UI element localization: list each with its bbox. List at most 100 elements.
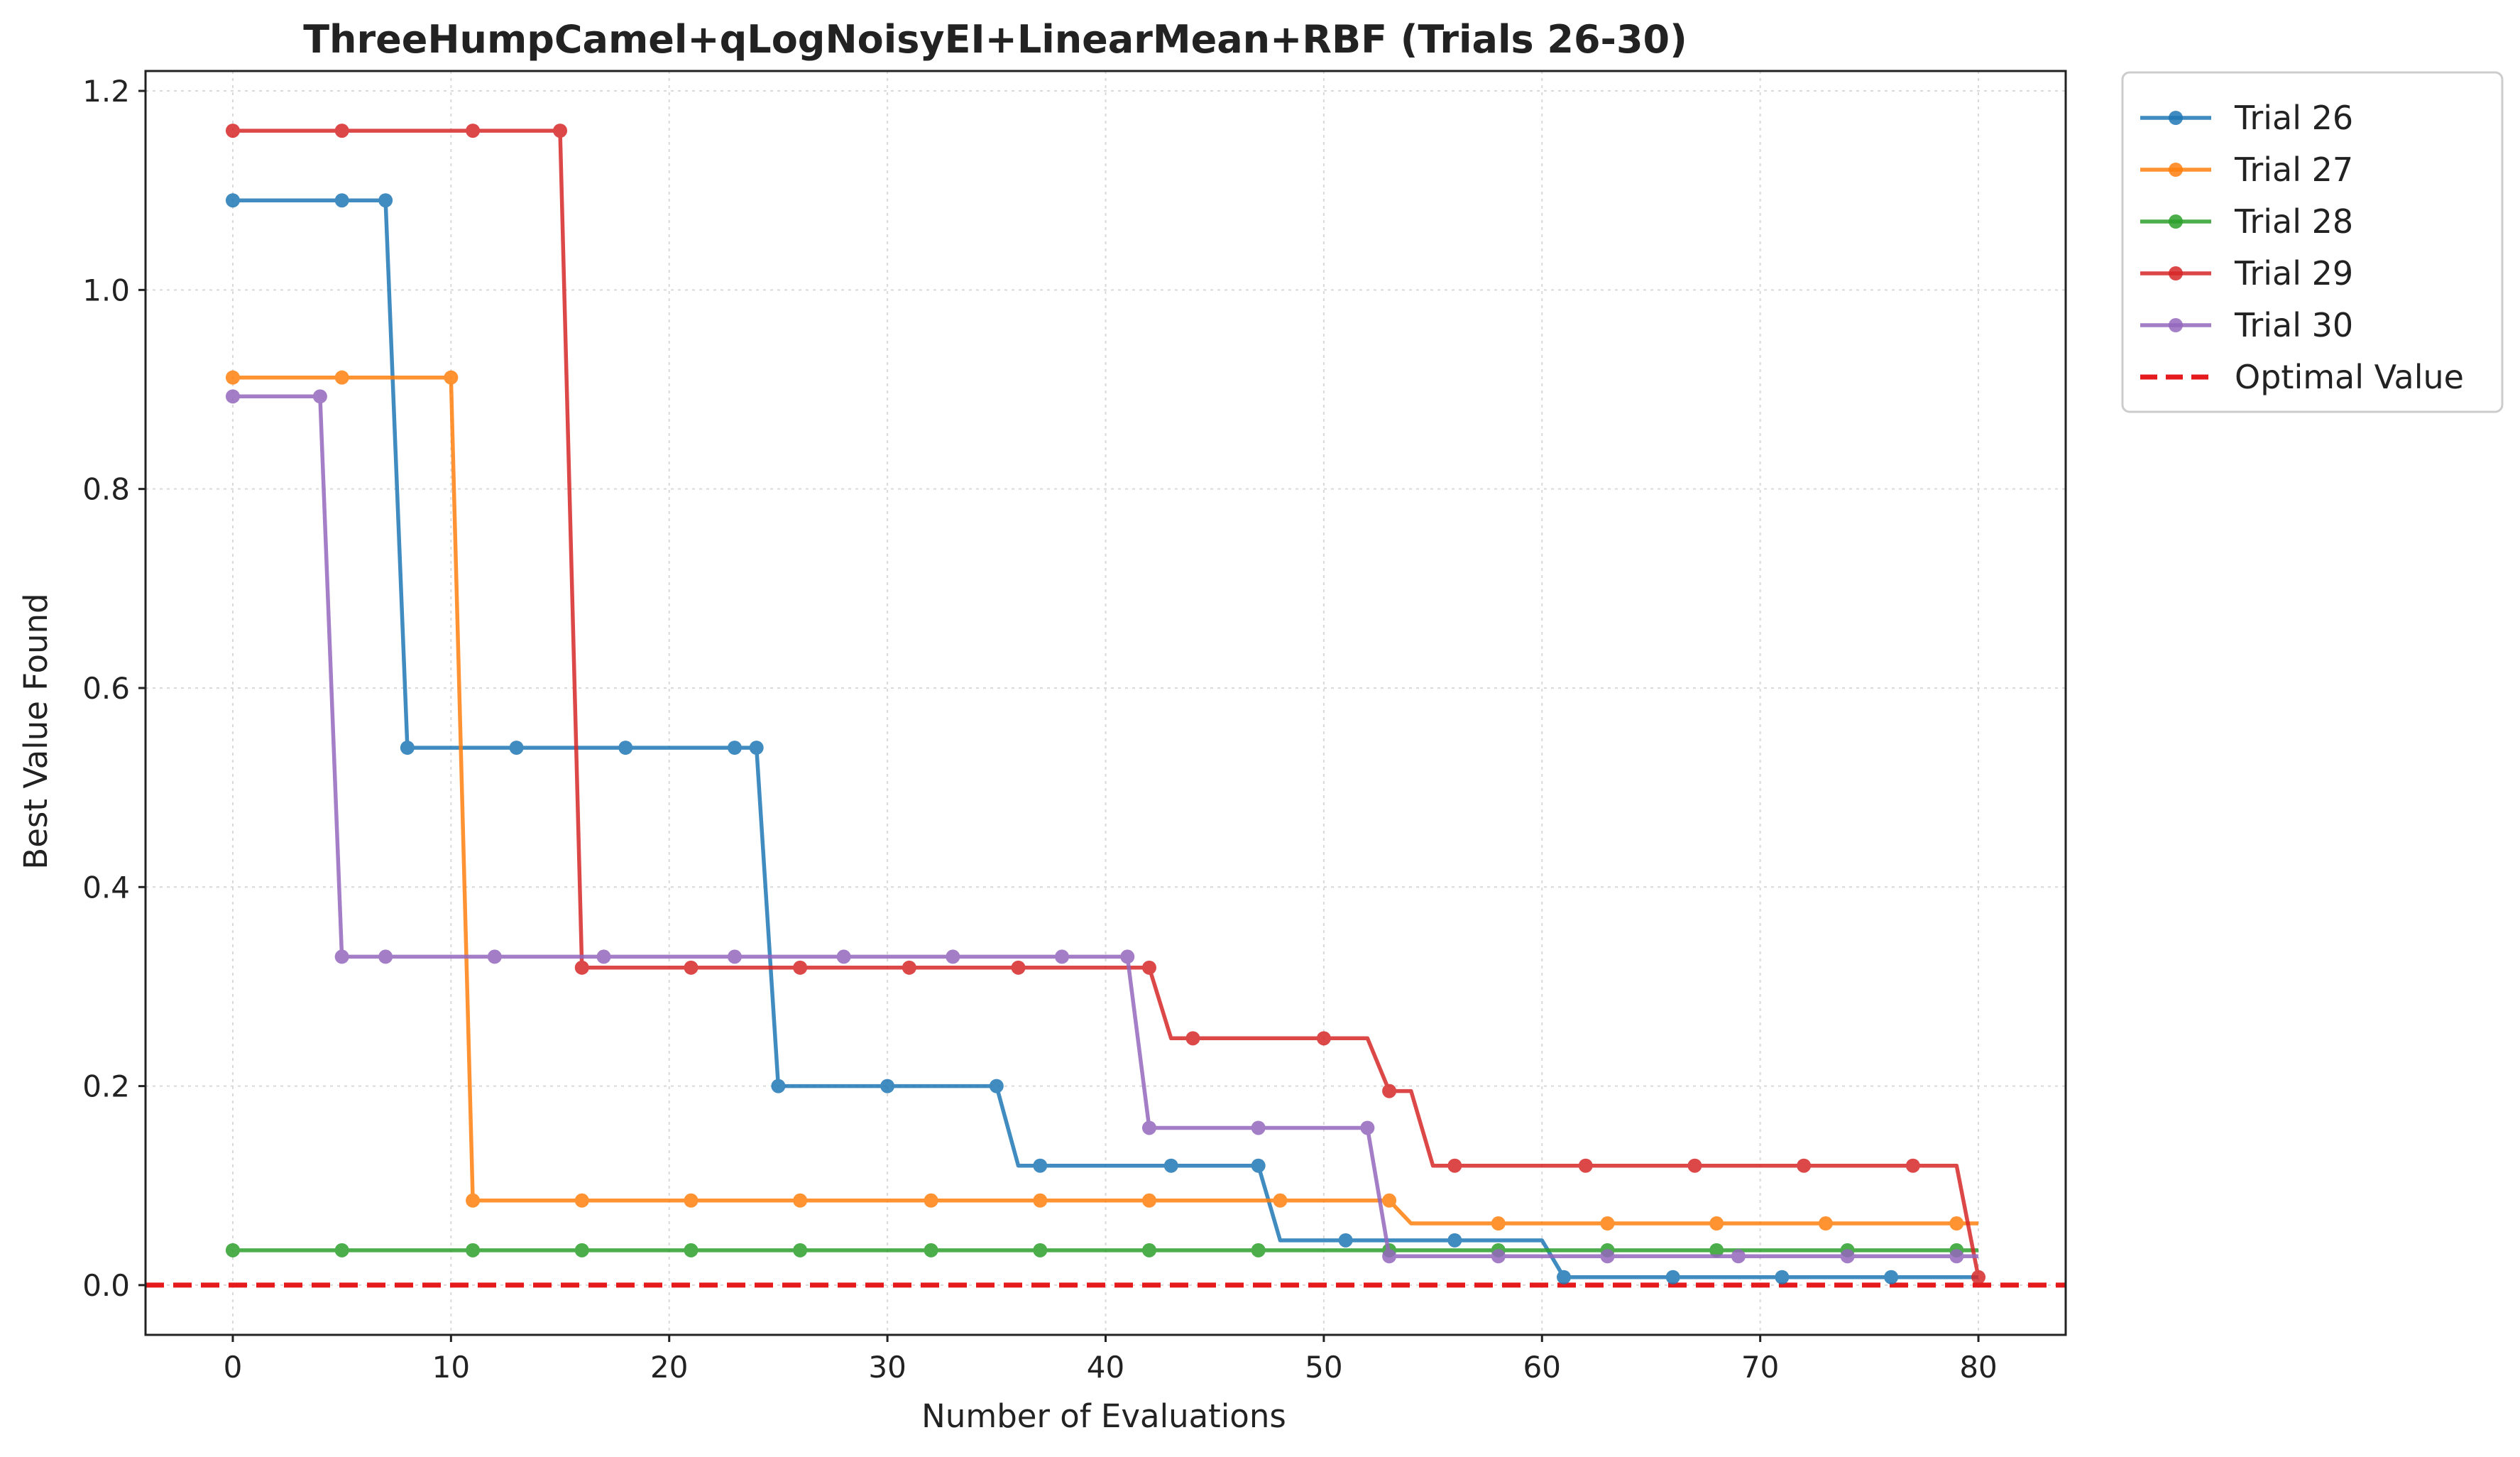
data-point (1338, 1233, 1353, 1248)
legend-box (2121, 71, 2504, 413)
legend: Trial 26 Trial 27 Trial 28 Trial 29 Trial 30… (2121, 71, 2504, 413)
data-point (466, 124, 481, 138)
data-point (1141, 1120, 1156, 1135)
legend-label: Optimal Value (2235, 358, 2464, 396)
legend-label: Trial 30 (2234, 306, 2353, 344)
legend-marker (2169, 318, 2183, 332)
data-point (684, 1243, 699, 1257)
y-tick-label: 1.2 (82, 74, 130, 109)
legend-entry: Trial 28 (2140, 202, 2353, 241)
data-point (574, 1243, 589, 1257)
x-tick-label: 20 (650, 1350, 688, 1385)
data-point (225, 124, 240, 138)
legend-label: Trial 26 (2234, 99, 2353, 137)
data-point (1120, 949, 1135, 964)
series-3 (225, 1243, 1978, 1257)
data-point (1731, 1249, 1746, 1264)
data-point (1360, 1120, 1375, 1135)
data-point (727, 949, 742, 964)
data-point (1033, 1243, 1048, 1257)
y-tick-label: 0.6 (82, 671, 130, 706)
legend-marker (2169, 214, 2183, 229)
data-point (466, 1243, 481, 1257)
data-point (1818, 1216, 1833, 1231)
x-tick-label: 70 (1741, 1350, 1779, 1385)
y-tick-label: 0.4 (82, 870, 130, 905)
legend-marker (2169, 111, 2183, 125)
x-axis-label: Number of Evaluations (921, 1397, 1286, 1435)
data-point (225, 1243, 240, 1257)
data-point (1141, 960, 1156, 975)
data-point (1884, 1270, 1899, 1284)
grid (146, 71, 2066, 1335)
y-axis-label: Best Value Found (17, 593, 55, 869)
data-point (924, 1243, 938, 1257)
data-point (574, 1193, 589, 1208)
legend-label: Trial 29 (2234, 254, 2353, 293)
data-point (553, 124, 568, 138)
data-point (902, 960, 916, 975)
data-point (1491, 1249, 1506, 1264)
data-point (574, 960, 589, 975)
data-point (880, 1079, 895, 1093)
data-point (1251, 1243, 1266, 1257)
y-tick-label: 0.0 (82, 1268, 130, 1303)
series-line (233, 129, 1981, 1278)
data-point (444, 370, 459, 385)
legend-entry: Trial 29 (2140, 254, 2353, 293)
data-point (684, 1193, 699, 1208)
data-point (400, 741, 415, 755)
data-point (334, 124, 349, 138)
x-axis-ticks: 0 10 20 30 40 50 60 70 80 (224, 1335, 1998, 1385)
data-point (1382, 1084, 1397, 1098)
x-tick-label: 30 (868, 1350, 906, 1385)
data-point (793, 960, 808, 975)
data-point (334, 1243, 349, 1257)
data-point (1141, 1243, 1156, 1257)
legend-entry: Trial 26 (2140, 99, 2353, 137)
data-point (312, 389, 327, 404)
data-point (1665, 1270, 1680, 1284)
x-tick-label: 60 (1523, 1350, 1561, 1385)
data-point (924, 1193, 938, 1208)
data-point (1251, 1158, 1266, 1173)
data-point (334, 193, 349, 208)
data-point (596, 949, 611, 964)
y-tick-label: 1.0 (82, 273, 130, 307)
x-tick-label: 10 (432, 1350, 470, 1385)
data-point (1971, 1270, 1986, 1284)
data-point (225, 370, 240, 385)
data-point (618, 741, 633, 755)
series-2 (225, 370, 1978, 1231)
chart-title: ThreeHumpCamel+qLogNoisyEI+LinearMean+RB… (303, 17, 1687, 62)
data-point (1578, 1158, 1593, 1173)
data-point (1797, 1158, 1812, 1173)
y-tick-label: 0.8 (82, 472, 130, 507)
series-line (233, 198, 1978, 1279)
data-point (1775, 1270, 1790, 1284)
data-point (1949, 1216, 1964, 1231)
legend-entry: Trial 30 (2140, 306, 2353, 344)
series-1 (225, 193, 1978, 1284)
data-point (1557, 1270, 1572, 1284)
x-tick-label: 50 (1305, 1350, 1342, 1385)
data-point (749, 741, 764, 755)
data-point (946, 949, 960, 964)
data-point (1382, 1249, 1397, 1264)
data-point (225, 389, 240, 404)
data-point (1163, 1158, 1178, 1173)
data-point (1491, 1216, 1506, 1231)
data-point (1185, 1031, 1200, 1046)
data-point (1905, 1158, 1920, 1173)
data-point (1709, 1243, 1724, 1257)
data-point (836, 949, 851, 964)
legend-entry: Trial 27 (2140, 151, 2353, 189)
x-tick-label: 0 (224, 1350, 243, 1385)
data-point (466, 1193, 481, 1208)
data-point (1055, 949, 1070, 964)
legend-entry: Optimal Value (2140, 358, 2464, 396)
data-point (1949, 1249, 1964, 1264)
y-tick-label: 0.2 (82, 1069, 130, 1104)
data-point (378, 949, 393, 964)
